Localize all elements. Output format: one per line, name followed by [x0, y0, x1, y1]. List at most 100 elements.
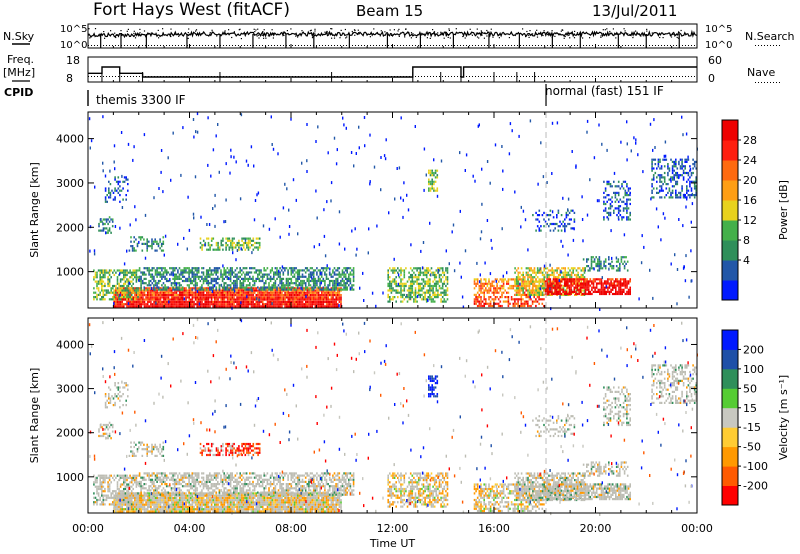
nave-dot [397, 76, 398, 77]
power-cell [335, 291, 337, 294]
noise-point [662, 37, 664, 39]
power-cell [123, 276, 125, 279]
power-cell [250, 300, 253, 303]
search-noise-dot [499, 45, 500, 46]
nave-dot [304, 76, 305, 77]
power-cell [108, 298, 111, 301]
power-cell [271, 294, 274, 297]
power-cell [135, 271, 138, 274]
power-cell [317, 300, 320, 303]
power-cell [249, 300, 251, 303]
power-cell [273, 289, 275, 292]
power-cell [330, 273, 333, 276]
power-cell [167, 271, 170, 274]
power-cell [244, 273, 246, 276]
power-cell [129, 300, 131, 303]
power-cell [112, 298, 114, 301]
power-cell [493, 289, 495, 292]
power-cell [245, 294, 248, 297]
search-noise-dot [490, 45, 491, 46]
power-cell [125, 198, 127, 201]
noise-point [384, 31, 386, 33]
power-cell [589, 290, 592, 293]
power-cell [245, 291, 248, 294]
power-cell [257, 273, 259, 276]
power-cell [132, 298, 135, 301]
power-cell [427, 278, 430, 281]
power-cell [287, 279, 289, 283]
power-cell [570, 227, 572, 230]
power-cell [620, 258, 623, 261]
power-cell [191, 288, 194, 291]
power-cell [127, 293, 130, 296]
power-cell [266, 303, 269, 306]
power-cell [538, 291, 541, 294]
power-cell [288, 284, 291, 287]
power-cell [425, 300, 428, 303]
power-cell [575, 280, 577, 283]
power-cell [549, 222, 552, 226]
nave-dot [565, 76, 566, 77]
power-cell [186, 279, 189, 283]
noise-point [188, 34, 191, 36]
power-cell [532, 287, 534, 290]
power-cell [263, 288, 265, 291]
power-cell [177, 296, 179, 299]
power-cell [555, 278, 558, 281]
power-cell [552, 222, 555, 226]
power-cell [244, 298, 246, 301]
power-cell [501, 293, 503, 296]
power-cell [335, 298, 337, 301]
power-cell [170, 289, 173, 292]
power-cell [564, 289, 566, 292]
power-cell [592, 286, 595, 289]
power-cell [185, 305, 187, 308]
power-cell [543, 304, 545, 308]
power-cell [303, 269, 305, 272]
power-cell [332, 296, 334, 299]
noise-point [445, 33, 447, 35]
power-cell [317, 291, 320, 294]
power-cell [496, 278, 498, 281]
power-cell [218, 246, 221, 249]
search-noise-dot [238, 45, 239, 46]
noise-point [405, 28, 407, 30]
power-cell [517, 271, 520, 274]
power-cell [202, 288, 205, 291]
power-cell [480, 298, 482, 301]
power-cell [126, 273, 128, 277]
power-cell [154, 282, 157, 285]
power-cell [489, 296, 492, 299]
power-cell [546, 271, 549, 274]
power-cell [189, 279, 192, 283]
noise-point [448, 34, 450, 36]
power-cell [548, 276, 550, 279]
power-cell [473, 293, 476, 296]
power-cell [496, 296, 498, 299]
power-cell [225, 244, 227, 247]
power-cell [570, 288, 572, 291]
power-cell [314, 300, 317, 303]
power-cell [352, 277, 355, 280]
power-cell [523, 291, 526, 294]
power-cell [348, 273, 350, 276]
search-noise-dot [193, 45, 194, 46]
power-cell [608, 258, 610, 261]
power-cell [409, 273, 412, 277]
power-cell [161, 288, 163, 291]
power-cell [125, 194, 127, 197]
noise-point [616, 33, 618, 35]
power-cell [150, 294, 152, 297]
power-cell [311, 303, 313, 306]
power-cell [126, 289, 128, 292]
power-cell [446, 271, 449, 274]
power-cell [164, 267, 166, 270]
power-cell [425, 273, 428, 277]
power-cell [134, 296, 136, 299]
power-cell [156, 289, 159, 292]
power-cell [191, 275, 194, 278]
nave-dot [340, 76, 341, 77]
power-cell [532, 271, 534, 274]
power-cell [161, 277, 163, 280]
power-cell [546, 284, 548, 287]
